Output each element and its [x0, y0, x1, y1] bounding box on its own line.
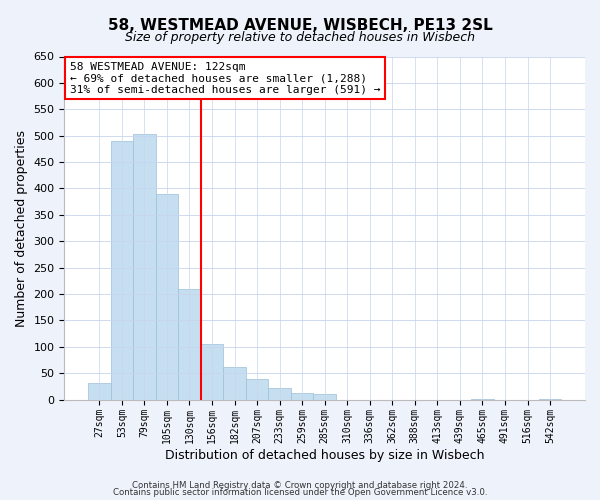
X-axis label: Distribution of detached houses by size in Wisbech: Distribution of detached houses by size … — [165, 450, 484, 462]
Bar — [88, 383, 110, 400]
Text: Contains public sector information licensed under the Open Government Licence v3: Contains public sector information licen… — [113, 488, 487, 497]
Text: Size of property relative to detached houses in Wisbech: Size of property relative to detached ho… — [125, 31, 475, 44]
Bar — [133, 134, 155, 400]
Y-axis label: Number of detached properties: Number of detached properties — [15, 130, 28, 326]
Bar — [201, 344, 223, 400]
Bar — [178, 290, 201, 400]
Bar — [471, 399, 494, 400]
Bar — [110, 141, 133, 400]
Bar — [223, 368, 246, 400]
Text: 58 WESTMEAD AVENUE: 122sqm
← 69% of detached houses are smaller (1,288)
31% of s: 58 WESTMEAD AVENUE: 122sqm ← 69% of deta… — [70, 62, 380, 95]
Bar — [313, 394, 336, 400]
Text: 58, WESTMEAD AVENUE, WISBECH, PE13 2SL: 58, WESTMEAD AVENUE, WISBECH, PE13 2SL — [107, 18, 493, 32]
Bar — [155, 194, 178, 400]
Bar — [291, 394, 313, 400]
Bar — [539, 399, 562, 400]
Bar — [268, 388, 291, 400]
Bar — [246, 378, 268, 400]
Text: Contains HM Land Registry data © Crown copyright and database right 2024.: Contains HM Land Registry data © Crown c… — [132, 480, 468, 490]
